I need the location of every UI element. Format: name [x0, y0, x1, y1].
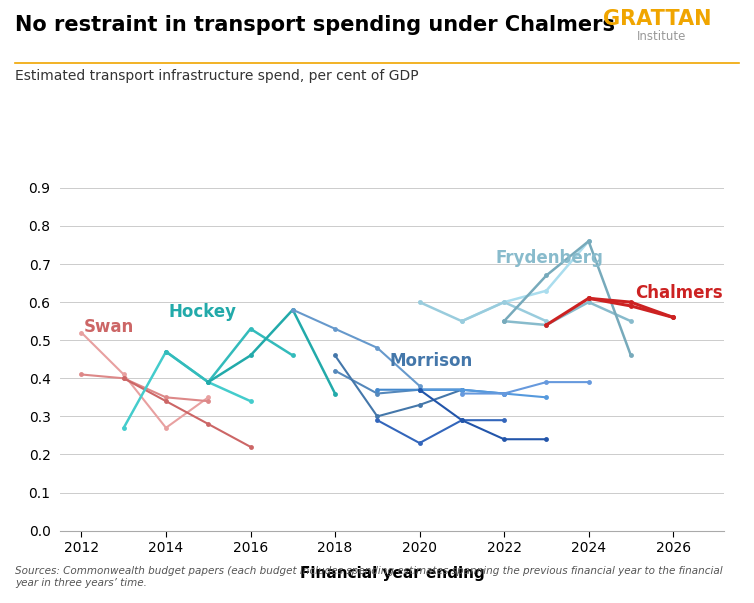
- Text: Institute: Institute: [637, 30, 686, 43]
- Text: Sources: Commonwealth budget papers (each budget includes spending estimates spa: Sources: Commonwealth budget papers (eac…: [15, 566, 722, 588]
- Text: GRATTAN: GRATTAN: [603, 9, 712, 29]
- X-axis label: Financial year ending: Financial year ending: [299, 566, 485, 581]
- Text: Frydenberg: Frydenberg: [495, 249, 603, 267]
- Text: Chalmers: Chalmers: [635, 283, 723, 302]
- Text: No restraint in transport spending under Chalmers: No restraint in transport spending under…: [15, 15, 615, 35]
- Text: Swan: Swan: [84, 318, 133, 336]
- Text: Morrison: Morrison: [390, 352, 474, 370]
- Text: Estimated transport infrastructure spend, per cent of GDP: Estimated transport infrastructure spend…: [15, 69, 418, 83]
- Text: Hockey: Hockey: [168, 303, 236, 321]
